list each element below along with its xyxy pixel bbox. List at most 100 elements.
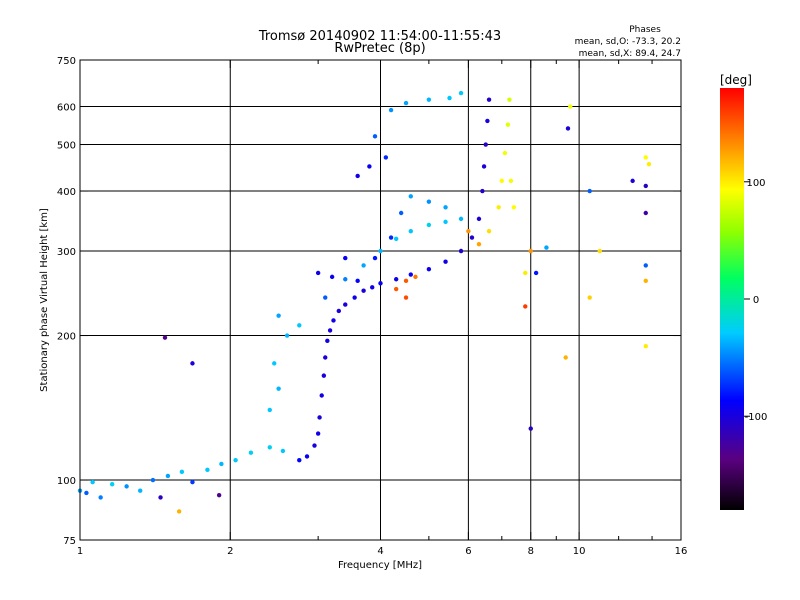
data-point	[523, 304, 528, 309]
data-point	[393, 277, 399, 282]
data-point	[336, 308, 342, 314]
data-point	[587, 295, 592, 300]
data-point	[643, 278, 648, 284]
data-point	[378, 248, 383, 254]
colorbar-tick-label: 100	[746, 178, 765, 189]
data-point	[398, 210, 404, 216]
data-point	[523, 270, 528, 276]
colorbar-ticks: 100 0 -100	[744, 178, 767, 423]
data-point	[408, 194, 413, 199]
data-point	[383, 155, 389, 160]
data-point	[511, 205, 517, 210]
phases-line-x: mean, sd,X: 89.4, 24.7	[579, 49, 681, 59]
data-point	[413, 274, 418, 280]
y-tick-label: 100	[57, 476, 76, 487]
data-point	[643, 183, 648, 189]
data-point	[343, 302, 348, 307]
data-point	[367, 164, 372, 169]
data-point	[426, 222, 432, 228]
data-point	[372, 134, 378, 139]
data-point	[466, 228, 471, 234]
data-point	[150, 477, 156, 483]
y-tick-label: 750	[57, 56, 76, 67]
data-point	[643, 344, 648, 349]
data-point	[190, 479, 195, 485]
data-point	[352, 295, 357, 300]
data-point	[109, 482, 115, 487]
data-point	[426, 266, 432, 272]
data-point	[355, 173, 360, 179]
data-point	[443, 205, 448, 210]
y-tick-label: 75	[63, 536, 76, 547]
data-point	[267, 407, 272, 413]
y-tick-label: 600	[57, 103, 76, 114]
data-point	[597, 248, 602, 254]
data-point	[486, 228, 492, 234]
data-point	[533, 270, 539, 276]
data-point	[643, 210, 648, 216]
phases-line-o: mean, sd,O: -73.3, 20.2	[575, 37, 681, 47]
data-point	[643, 263, 648, 268]
data-point	[233, 457, 238, 463]
x-tick-label: 1	[77, 546, 83, 557]
data-point	[393, 236, 399, 242]
data-point	[508, 178, 514, 184]
data-point	[507, 97, 512, 102]
data-point	[272, 361, 277, 366]
data-point	[315, 270, 321, 276]
data-point	[486, 97, 492, 102]
data-point	[248, 450, 254, 455]
data-point	[370, 285, 375, 290]
data-point	[630, 178, 635, 184]
data-point	[476, 241, 482, 247]
data-point	[403, 278, 409, 284]
data-point	[312, 443, 317, 448]
data-point	[502, 150, 508, 156]
data-point	[443, 219, 448, 225]
x-tick-label: 16	[675, 546, 688, 557]
data-point	[276, 386, 281, 391]
data-point	[343, 255, 348, 261]
data-point	[372, 255, 378, 261]
data-point	[216, 492, 222, 498]
data-point	[304, 454, 310, 459]
data-point	[179, 469, 185, 475]
y-tick-label: 500	[57, 141, 76, 152]
data-point	[176, 509, 182, 514]
data-point	[480, 188, 485, 194]
data-point	[276, 313, 281, 318]
data-point	[297, 323, 302, 328]
data-point	[544, 245, 549, 250]
data-point	[568, 104, 573, 109]
data-point	[219, 461, 224, 467]
data-point	[124, 484, 129, 489]
y-axis-label: Stationary phase Virtual Height [km]	[39, 208, 50, 392]
data-point	[315, 431, 321, 436]
phases-heading: Phases	[629, 25, 661, 35]
data-point	[284, 333, 290, 338]
data-point	[329, 274, 335, 280]
data-point	[496, 205, 501, 210]
grid-lines	[80, 60, 681, 540]
data-point	[443, 259, 448, 264]
data-point	[563, 355, 568, 360]
data-point	[90, 479, 95, 485]
data-point	[280, 448, 286, 454]
data-point	[403, 295, 409, 300]
data-point	[317, 415, 322, 420]
data-point	[388, 107, 394, 113]
data-point	[403, 100, 409, 106]
data-point	[458, 90, 464, 96]
data-point	[458, 248, 464, 254]
data-point	[137, 488, 143, 493]
data-point	[426, 97, 432, 102]
y-tick-label: 200	[57, 332, 76, 343]
x-tick-label: 8	[528, 546, 534, 557]
data-point	[323, 355, 328, 360]
y-tick-label: 400	[57, 187, 76, 198]
data-point	[190, 361, 195, 366]
data-point	[499, 178, 505, 184]
data-point	[158, 495, 163, 500]
chart-title: Tromsø 20140902 11:54:00-11:55:43	[258, 29, 501, 44]
